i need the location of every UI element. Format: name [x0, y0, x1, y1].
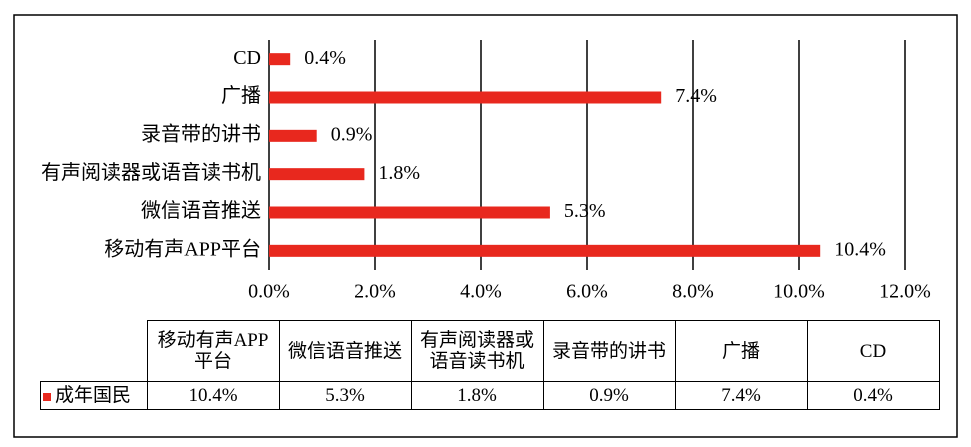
data-label: 0.9%	[331, 123, 373, 145]
data-table: 移动有声APP平台 微信语音推送 有声阅读器或语音读书机 录音带的讲书 广播 CD 成年国…	[40, 320, 940, 410]
chart-border	[13, 14, 958, 438]
table-header: 移动有声APP平台 微信语音推送 有声阅读器或语音读书机 录音带的讲书 广播 CD	[40, 320, 940, 382]
column-header: 广播	[674, 320, 808, 382]
x-tick-label: 6.0%	[566, 281, 608, 303]
y-tick-label: 广播	[221, 84, 261, 107]
bar	[269, 91, 662, 104]
column-header: 有声阅读器或语音读书机	[410, 320, 544, 382]
x-tick-label: 12.0%	[879, 281, 931, 303]
column-header: CD	[806, 320, 940, 382]
table-cell: 10.4%	[146, 381, 280, 410]
bar	[269, 129, 317, 142]
bar	[269, 168, 365, 181]
column-header: 录音带的讲书	[542, 320, 676, 382]
legend-label: 成年国民	[55, 385, 132, 406]
blank-cell	[40, 320, 148, 382]
table-cell: 5.3%	[278, 381, 412, 410]
y-tick-label: 录音带的讲书	[141, 122, 261, 145]
x-tick-label: 4.0%	[460, 281, 502, 303]
table-row: 成年国民 10.4% 5.3% 1.8% 0.9% 7.4% 0.4%	[40, 381, 940, 410]
x-tick-label: 2.0%	[354, 281, 396, 303]
data-label: 0.4%	[304, 47, 346, 69]
y-tick-label: CD	[233, 47, 261, 69]
column-header: 移动有声APP平台	[146, 320, 280, 382]
y-tick-label: 移动有声APP平台	[104, 237, 261, 260]
table-cell: 0.9%	[542, 381, 676, 410]
table-cell: 1.8%	[410, 381, 544, 410]
x-tick-label: 10.0%	[773, 281, 825, 303]
bar	[269, 206, 550, 219]
legend-marker	[43, 392, 51, 401]
x-tick-label: 8.0%	[672, 281, 714, 303]
bar	[269, 244, 821, 257]
data-label: 1.8%	[378, 162, 420, 184]
bar	[269, 53, 291, 66]
legend-cell: 成年国民	[40, 381, 148, 410]
data-label: 10.4%	[834, 238, 886, 260]
data-label: 5.3%	[564, 200, 606, 222]
x-tick-label: 0.0%	[248, 281, 290, 303]
y-tick-label: 有声阅读器或语音读书机	[41, 161, 261, 184]
y-tick-label: 微信语音推送	[141, 199, 261, 222]
table-cell: 0.4%	[806, 381, 940, 410]
table-cell: 7.4%	[674, 381, 808, 410]
column-header: 微信语音推送	[278, 320, 412, 382]
data-label: 7.4%	[675, 85, 717, 107]
